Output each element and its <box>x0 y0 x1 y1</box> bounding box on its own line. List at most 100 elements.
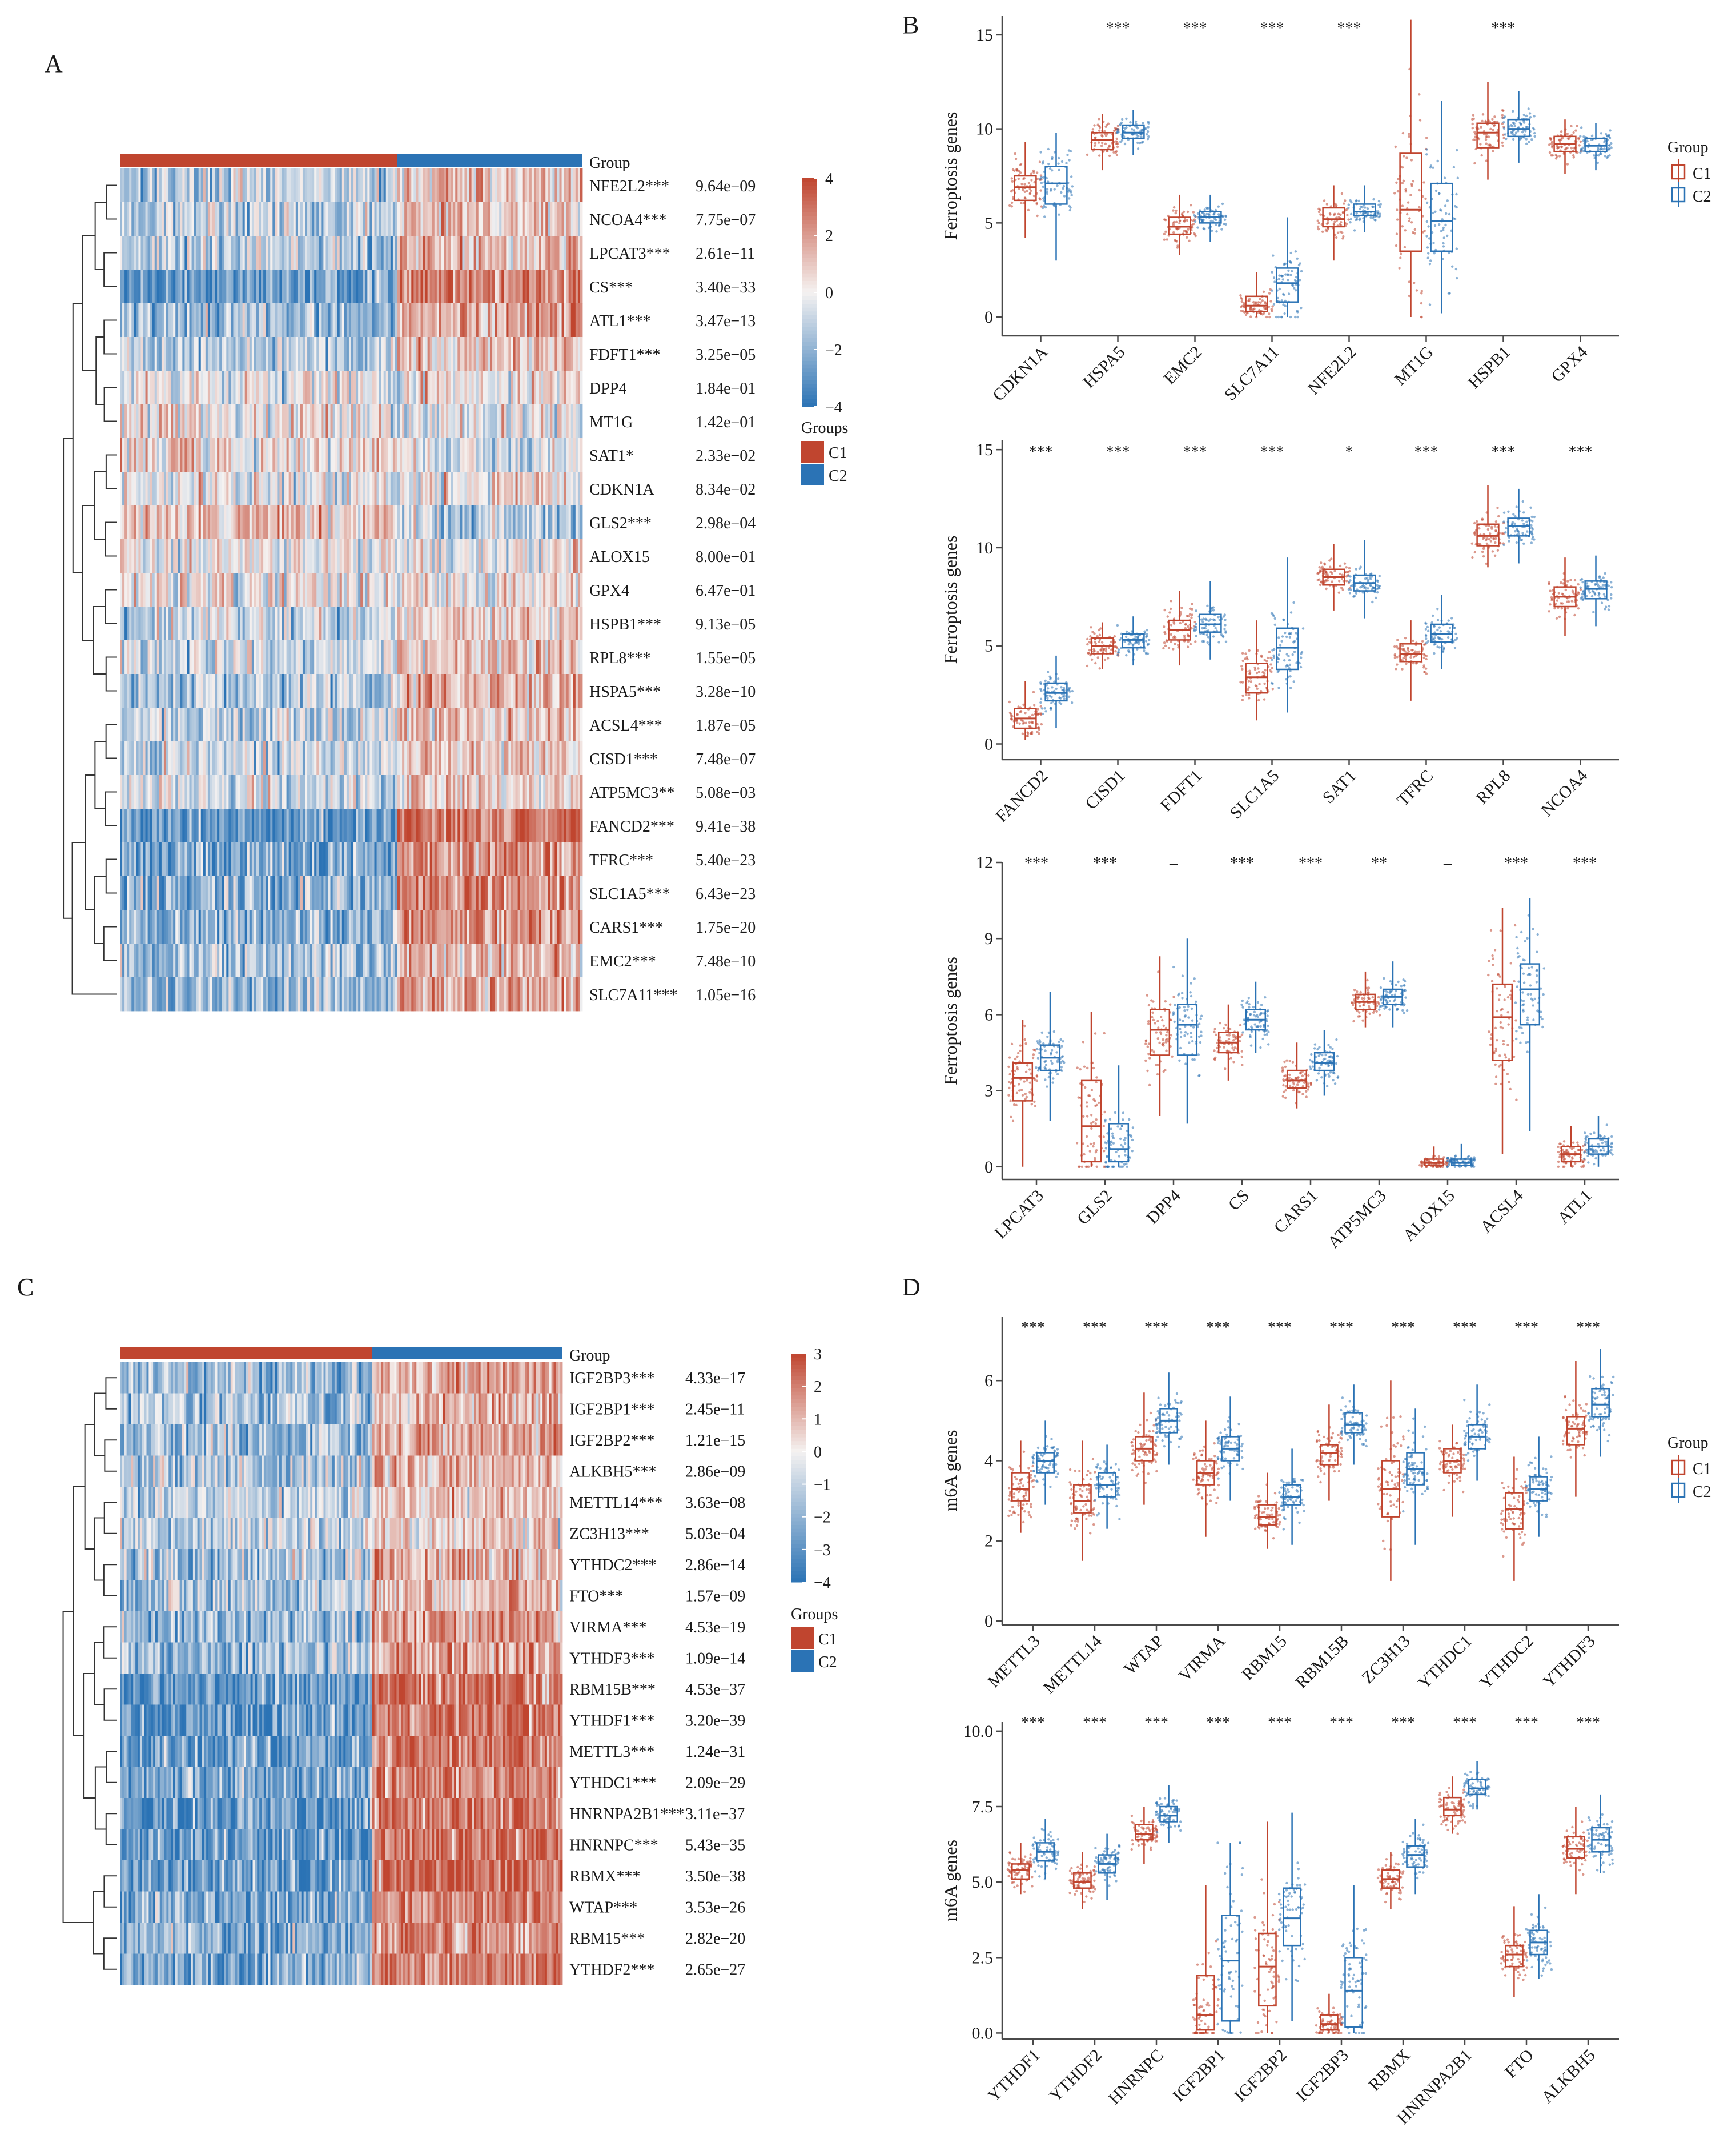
heatmap-cell <box>351 977 354 1012</box>
heatmap-cell <box>374 337 377 371</box>
heatmap-cell <box>550 910 553 944</box>
heatmap-cell <box>353 876 356 910</box>
heatmap-cell <box>478 842 481 877</box>
heatmap-cell <box>356 202 359 236</box>
heatmap-cell <box>219 236 222 270</box>
heatmap-cell <box>464 573 467 607</box>
heatmap-cell <box>284 168 287 203</box>
heatmap-cell <box>346 674 349 708</box>
row-pvalue: 7.48e−10 <box>696 953 756 970</box>
heatmap-cell <box>436 573 440 607</box>
heatmap-cell <box>499 809 502 843</box>
heatmap-cell <box>323 168 326 203</box>
heatmap-cell <box>266 303 268 338</box>
heatmap-cell <box>240 741 243 776</box>
heatmap-cell <box>517 303 521 338</box>
heatmap-cell <box>341 270 345 304</box>
heatmap-cell <box>561 674 564 708</box>
heatmap-cell <box>200 708 204 742</box>
heatmap-cell <box>316 842 319 877</box>
heatmap-cell <box>138 842 141 877</box>
heatmap-cell <box>483 472 486 506</box>
heatmap-cell <box>187 202 190 236</box>
heatmap-cell <box>480 842 484 877</box>
heatmap-cell <box>291 640 294 675</box>
heatmap-cell <box>238 876 240 910</box>
heatmap-cell <box>418 640 421 675</box>
heatmap-cell <box>570 876 574 910</box>
heatmap-cell <box>480 741 484 776</box>
heatmap-cell <box>504 640 507 675</box>
heatmap-cell <box>478 708 481 742</box>
heatmap-cell <box>460 640 463 675</box>
heatmap-cell <box>140 842 143 877</box>
heatmap-cell <box>168 775 171 809</box>
heatmap-cell <box>215 472 218 506</box>
heatmap-cell <box>497 607 500 641</box>
heatmap-cell <box>483 168 486 203</box>
heatmap-cell <box>143 202 146 236</box>
heatmap-cell <box>390 809 393 843</box>
annotation-label: Group <box>589 154 630 172</box>
heatmap-cell <box>460 674 463 708</box>
heatmap-cell <box>367 674 370 708</box>
heatmap-cell <box>550 573 553 607</box>
heatmap-cell <box>205 438 208 472</box>
heatmap-cell <box>432 270 435 304</box>
heatmap-cell <box>212 438 215 472</box>
heatmap-cell <box>360 539 363 573</box>
heatmap-cell <box>402 505 405 540</box>
heatmap-cell <box>451 168 453 203</box>
heatmap-cell <box>275 775 278 809</box>
heatmap-cell <box>302 842 306 877</box>
heatmap-cell <box>356 371 359 405</box>
heatmap-cell <box>376 573 379 607</box>
heatmap-cell <box>436 236 440 270</box>
heatmap-cell <box>524 876 528 910</box>
heatmap-cell <box>476 539 479 573</box>
heatmap-cell <box>222 202 224 236</box>
heatmap-cell <box>344 944 347 978</box>
heatmap-cell <box>536 337 539 371</box>
heatmap-cell <box>531 910 535 944</box>
heatmap-cell <box>330 910 333 944</box>
heatmap-cell <box>168 809 171 843</box>
heatmap-cell <box>203 539 206 573</box>
heatmap-cell <box>557 202 560 236</box>
heatmap-cell <box>381 202 384 236</box>
heatmap-cell <box>476 809 479 843</box>
heatmap-cell <box>163 708 167 742</box>
heatmap-cell <box>288 404 292 439</box>
heatmap-cell <box>247 944 250 978</box>
heatmap-cell <box>339 775 343 809</box>
heatmap-cell <box>272 809 275 843</box>
heatmap-cell <box>298 775 301 809</box>
heatmap-cell <box>277 977 280 1012</box>
heatmap-cell <box>402 842 405 877</box>
heatmap-cell <box>319 775 322 809</box>
heatmap-cell <box>365 876 368 910</box>
heatmap-cell <box>358 573 361 607</box>
heatmap-cell <box>570 910 574 944</box>
heatmap-cell <box>561 842 564 877</box>
heatmap-cell <box>353 202 356 236</box>
heatmap-cell <box>335 640 338 675</box>
heatmap-cell <box>446 674 449 708</box>
heatmap-cell <box>376 236 379 270</box>
heatmap-cell <box>476 842 479 877</box>
heatmap-cell <box>298 539 301 573</box>
heatmap-cell <box>374 607 377 641</box>
heatmap-cell <box>451 741 453 776</box>
heatmap-cell <box>407 910 409 944</box>
heatmap-cell <box>222 741 224 776</box>
heatmap-cell <box>402 607 405 641</box>
heatmap-cell <box>427 607 431 641</box>
heatmap-cell <box>194 640 197 675</box>
heatmap-cell <box>228 168 231 203</box>
heatmap-cell <box>321 303 324 338</box>
heatmap-cell <box>457 741 460 776</box>
heatmap-cell <box>531 674 535 708</box>
heatmap-cell <box>552 371 555 405</box>
heatmap-cell <box>379 775 382 809</box>
heatmap-cell <box>529 202 532 236</box>
